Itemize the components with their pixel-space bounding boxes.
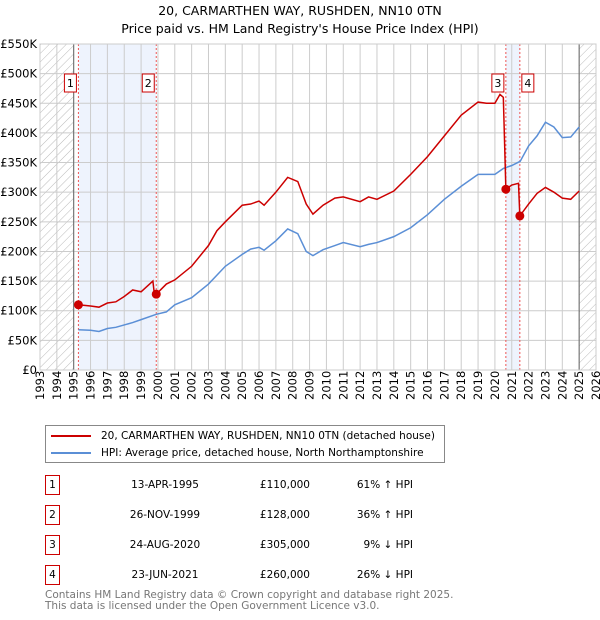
sale-point bbox=[501, 184, 511, 194]
y-tick-label: £500K bbox=[0, 67, 37, 81]
sale-price: £128,000 bbox=[259, 509, 310, 521]
sale-number: 4 bbox=[45, 565, 60, 585]
sale-row: 2 26-NOV-1999 £128,000 36% ↑ HPI bbox=[45, 505, 445, 525]
sale-label: 4 bbox=[524, 77, 531, 90]
legend-swatch bbox=[51, 451, 91, 454]
hatched-region bbox=[579, 44, 596, 370]
sale-label-box bbox=[491, 73, 505, 93]
x-tick-label: 2014 bbox=[387, 371, 401, 400]
x-tick-label: 2022 bbox=[522, 371, 536, 400]
sale-price: £110,000 bbox=[259, 479, 310, 491]
x-tick-label: 2023 bbox=[538, 371, 552, 400]
x-tick-label: 2009 bbox=[303, 371, 317, 400]
y-tick-label: £0 bbox=[22, 363, 37, 377]
sale-hpi-diff: 61% ↑ HPI bbox=[356, 479, 413, 491]
series-line-hpi bbox=[78, 121, 580, 333]
y-tick-label: £150K bbox=[0, 274, 37, 288]
y-tick-label: £200K bbox=[0, 244, 37, 258]
x-tick-label: 2011 bbox=[336, 371, 350, 400]
sale-number: 3 bbox=[45, 535, 60, 555]
x-tick-label: 1999 bbox=[134, 371, 148, 400]
x-tick-label: 2007 bbox=[269, 371, 283, 400]
sale-date: 23-JUN-2021 bbox=[131, 569, 199, 581]
sale-price: £305,000 bbox=[259, 539, 310, 551]
sale-label-box bbox=[63, 73, 77, 93]
legend-label: HPI: Average price, detached house, Nort… bbox=[101, 446, 424, 459]
sale-point bbox=[515, 211, 525, 221]
footer-line: Contains HM Land Registry data © Crown c… bbox=[45, 589, 454, 601]
x-tick-label: 2005 bbox=[235, 371, 249, 400]
sale-point bbox=[151, 289, 161, 299]
x-tick-label: 2012 bbox=[353, 371, 367, 400]
x-tick-label: 2020 bbox=[488, 371, 502, 400]
shaded-region bbox=[78, 44, 157, 370]
x-tick-label: 2003 bbox=[201, 371, 215, 400]
y-tick-label: £400K bbox=[0, 126, 37, 140]
y-tick-label: £300K bbox=[0, 185, 37, 199]
sale-hpi-diff: 26% ↓ HPI bbox=[356, 569, 413, 581]
chart-title: 20, CARMARTHEN WAY, RUSHDEN, NN10 0TN Pr… bbox=[0, 2, 600, 38]
sale-row: 1 13-APR-1995 £110,000 61% ↑ HPI bbox=[45, 475, 445, 495]
x-tick-label: 2018 bbox=[454, 371, 468, 400]
title-line: 20, CARMARTHEN WAY, RUSHDEN, NN10 0TN bbox=[158, 3, 442, 18]
sale-point bbox=[73, 300, 83, 310]
sale-label: 1 bbox=[67, 77, 74, 90]
y-tick-label: £350K bbox=[0, 156, 37, 170]
x-tick-label: 2010 bbox=[319, 371, 333, 400]
x-tick-label: 2001 bbox=[168, 371, 182, 400]
x-tick-label: 1994 bbox=[50, 371, 64, 400]
sale-number: 2 bbox=[45, 505, 60, 525]
y-tick-label: £550K bbox=[0, 37, 37, 51]
sale-label-box bbox=[141, 73, 155, 93]
sale-hpi-diff: 9% ↓ HPI bbox=[363, 539, 413, 551]
x-tick-label: 1997 bbox=[100, 371, 114, 400]
x-tick-label: 2025 bbox=[572, 371, 586, 400]
sale-price: £260,000 bbox=[259, 569, 310, 581]
footer-line: This data is licensed under the Open Gov… bbox=[45, 599, 380, 612]
x-tick-label: 2019 bbox=[471, 371, 485, 400]
legend-swatch bbox=[51, 434, 91, 437]
x-tick-label: 1996 bbox=[84, 371, 98, 400]
x-tick-label: 2021 bbox=[505, 371, 519, 400]
x-tick-label: 2006 bbox=[252, 371, 266, 400]
x-tick-label: 2026 bbox=[589, 371, 600, 400]
legend-item-hpi: HPI: Average price, detached house, Nort… bbox=[51, 444, 424, 461]
x-tick-label: 2013 bbox=[370, 371, 384, 400]
sale-hpi-diff: 36% ↑ HPI bbox=[356, 509, 413, 521]
x-tick-label: 2015 bbox=[404, 371, 418, 400]
y-tick-label: £100K bbox=[0, 304, 37, 318]
sale-label-box bbox=[521, 73, 535, 93]
sale-label: 2 bbox=[145, 77, 152, 90]
plot-area: 1993 1994 1995 1996 1997 1998 1999 2000 2001 2002… bbox=[0, 37, 600, 400]
shaded-region bbox=[505, 44, 520, 370]
y-tick-label: £50K bbox=[8, 333, 38, 347]
subtitle-line: Price paid vs. HM Land Registry's House … bbox=[121, 21, 479, 36]
x-tick-label: 2000 bbox=[151, 371, 165, 400]
plot-border bbox=[39, 43, 597, 371]
series-line-property bbox=[78, 93, 580, 308]
sale-date: 13-APR-1995 bbox=[131, 479, 199, 491]
sale-date: 24-AUG-2020 bbox=[129, 539, 201, 551]
y-tick-label: £250K bbox=[0, 215, 37, 229]
sale-row: 4 23-JUN-2021 £260,000 26% ↓ HPI bbox=[45, 565, 445, 585]
x-tick-label: 2002 bbox=[185, 371, 199, 400]
sale-date: 26-NOV-1999 bbox=[129, 509, 201, 521]
x-tick-label: 2024 bbox=[555, 371, 569, 400]
legend-label: 20, CARMARTHEN WAY, RUSHDEN, NN10 0TN (d… bbox=[101, 429, 435, 442]
sale-row: 3 24-AUG-2020 £305,000 9% ↓ HPI bbox=[45, 535, 445, 555]
x-tick-label: 2008 bbox=[286, 371, 300, 400]
sale-label: 3 bbox=[494, 77, 501, 90]
y-tick-label: £450K bbox=[0, 96, 37, 110]
x-tick-label: 2004 bbox=[218, 371, 232, 400]
x-tick-label: 2016 bbox=[421, 371, 435, 400]
x-tick-label: 1998 bbox=[117, 371, 131, 400]
legend: 20, CARMARTHEN WAY, RUSHDEN, NN10 0TN (d… bbox=[45, 425, 445, 463]
x-tick-label: 1995 bbox=[67, 371, 81, 400]
footer: Contains HM Land Registry data © Crown c… bbox=[45, 590, 453, 611]
sale-number: 1 bbox=[45, 475, 60, 495]
x-tick-label: 1993 bbox=[33, 371, 47, 400]
legend-item-property: 20, CARMARTHEN WAY, RUSHDEN, NN10 0TN (d… bbox=[51, 427, 435, 444]
x-tick-label: 2017 bbox=[437, 371, 451, 400]
